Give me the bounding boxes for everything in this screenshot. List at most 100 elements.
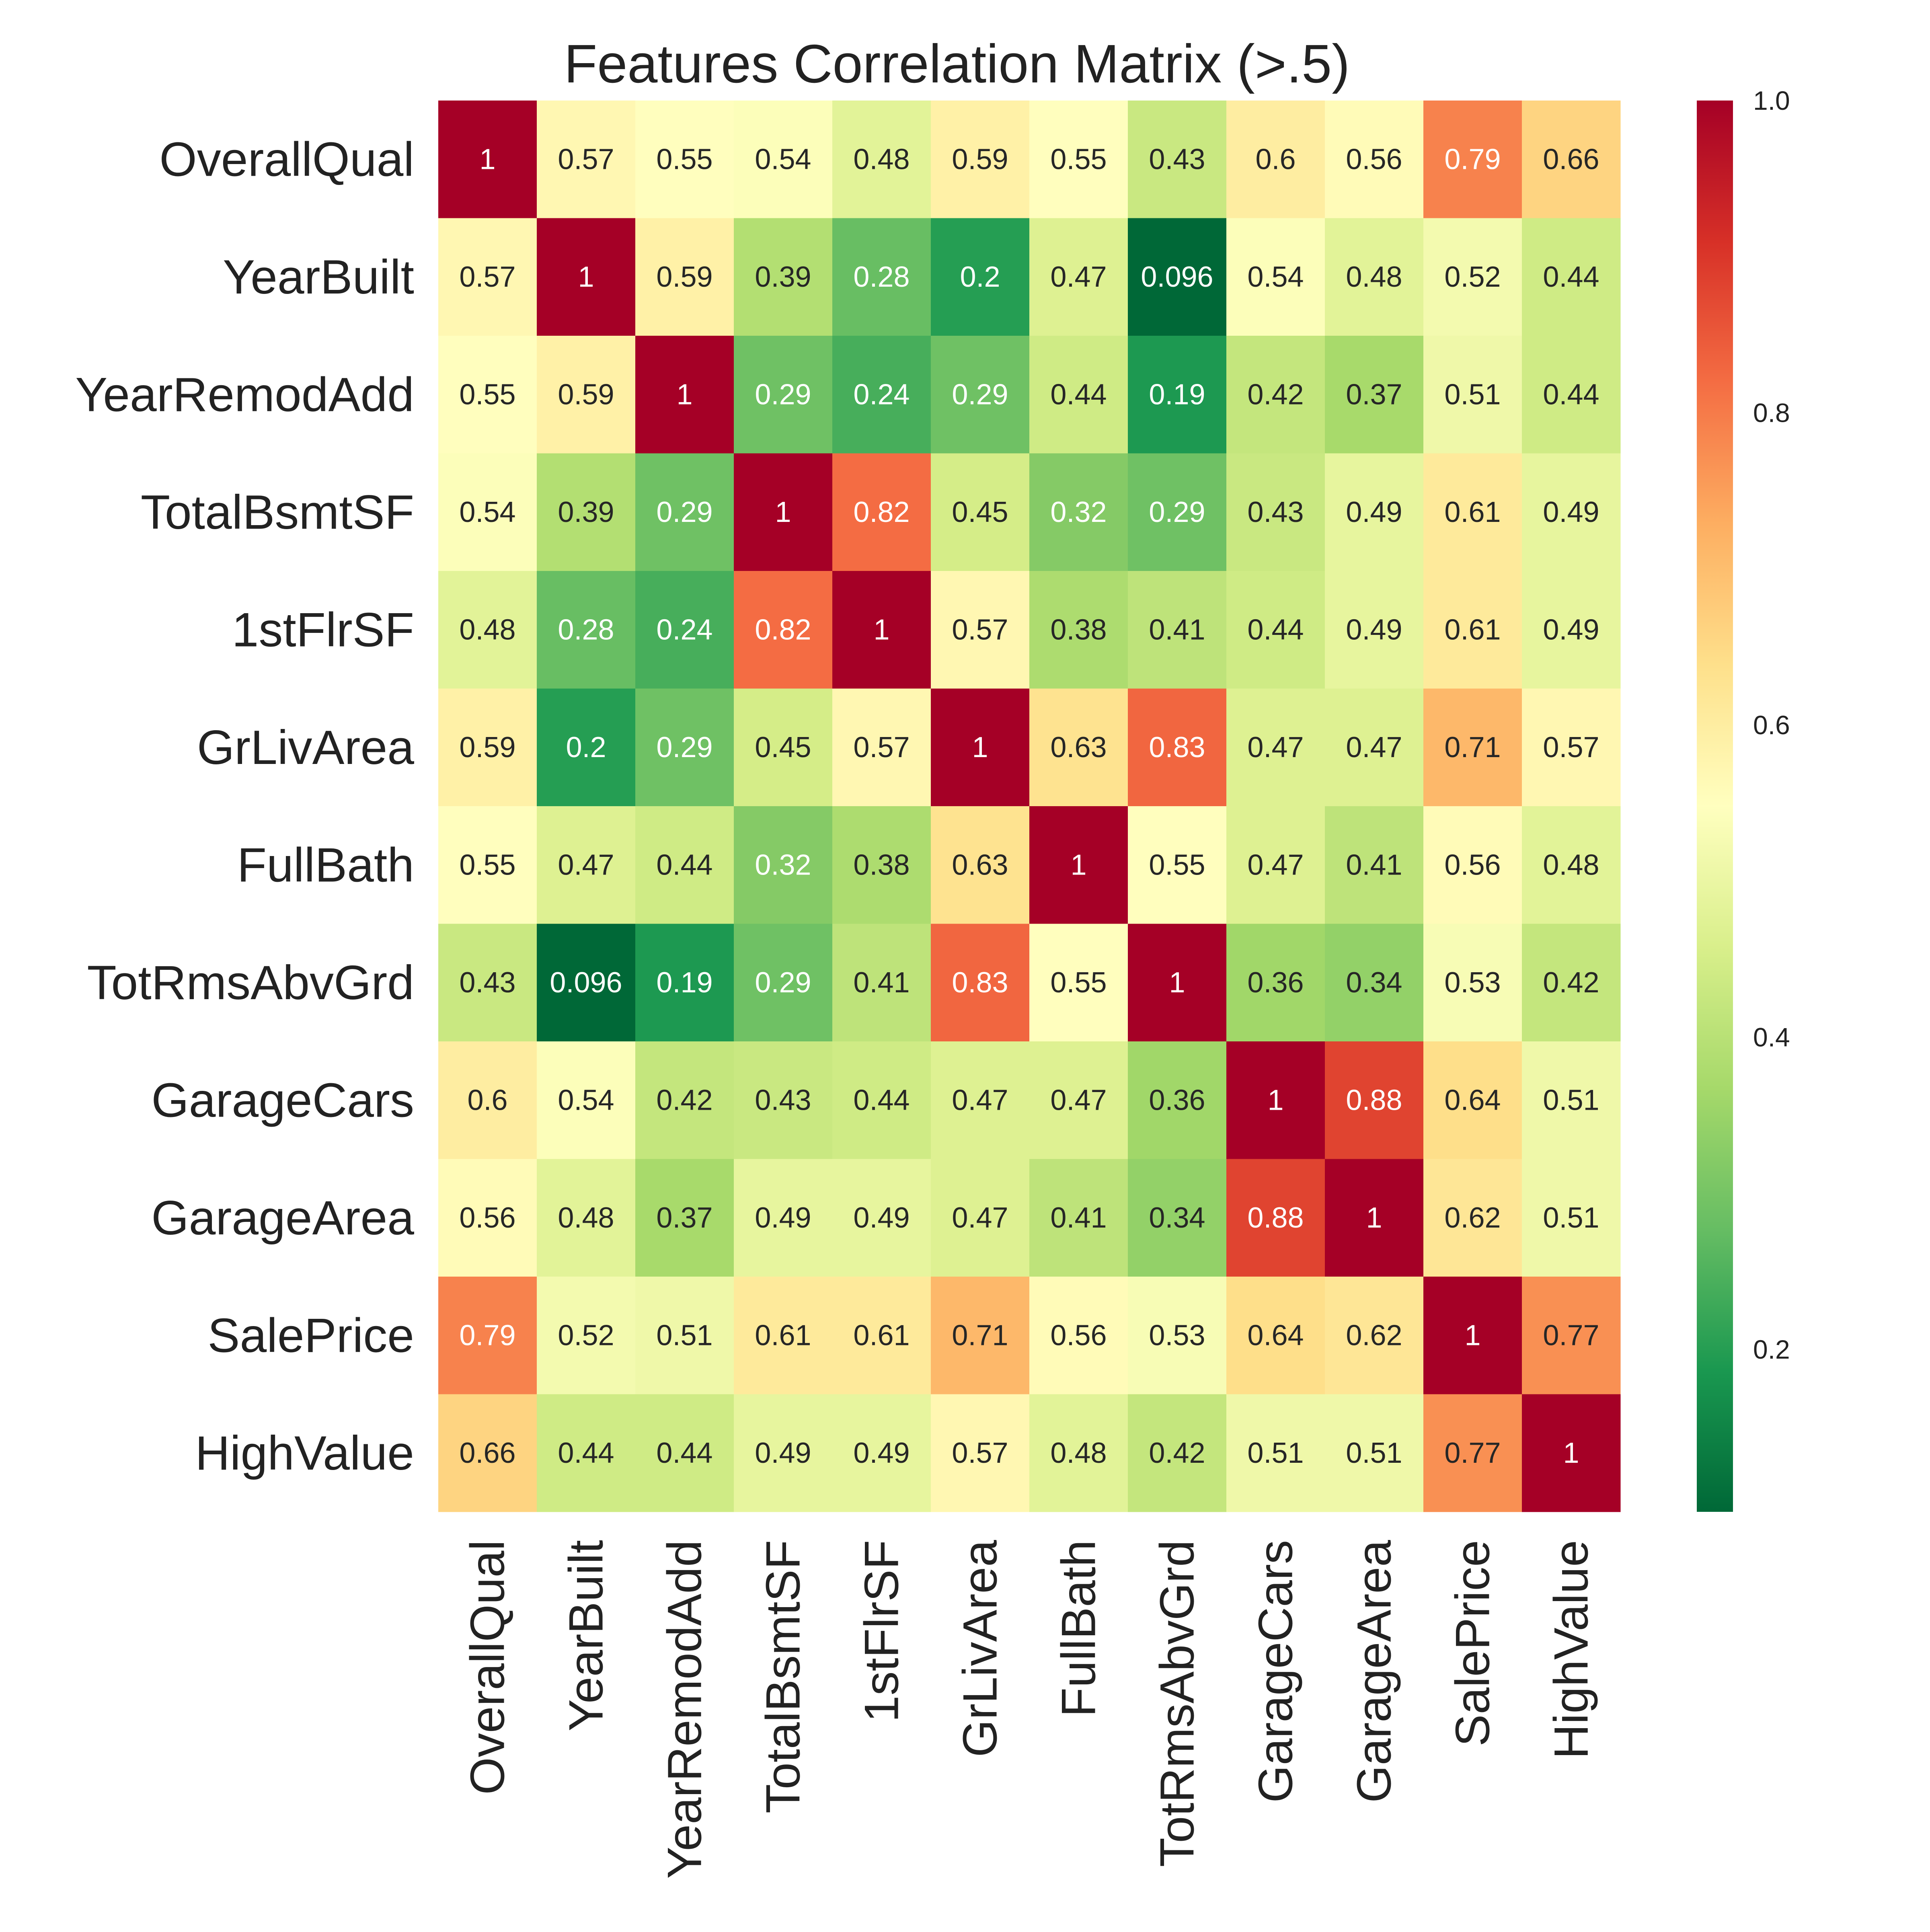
- heatmap-cell: [832, 453, 931, 571]
- heatmap-cell: [931, 806, 1030, 924]
- column-tick-label: OverallQual: [461, 1540, 515, 1795]
- heatmap-cell-value: 0.56: [1050, 1319, 1107, 1351]
- heatmap-cell-value: 0.49: [755, 1202, 811, 1234]
- heatmap-cell: [1226, 218, 1325, 336]
- heatmap-cell: [1522, 453, 1621, 571]
- heatmap-cell: [1522, 806, 1621, 924]
- heatmap-cell-labels: 1 0.57 0.55 0.54 0.48 0.59 0.55 0.43 0.6 0.56 0.79…: [459, 143, 1599, 1469]
- heatmap-cell-value: 0.29: [1149, 496, 1205, 528]
- heatmap-cell-value: 0.47: [952, 1084, 1008, 1116]
- heatmap-cell-value: 0.36: [1149, 1084, 1205, 1116]
- heatmap-cell: [1128, 1394, 1227, 1512]
- heatmap-cell-value: 0.83: [1149, 731, 1205, 764]
- heatmap-cell-value: 0.79: [459, 1319, 515, 1351]
- heatmap-cell: [1325, 336, 1424, 454]
- heatmap-cell: [832, 688, 931, 807]
- row-tick-label: SalePrice: [207, 1308, 414, 1362]
- heatmap-cell: [438, 571, 537, 689]
- heatmap-cell: [1029, 688, 1128, 807]
- heatmap-cell-value: 1: [578, 261, 594, 293]
- heatmap-cell-value: 0.51: [1346, 1437, 1402, 1469]
- heatmap-cell: [635, 1041, 734, 1159]
- heatmap-cell-value: 0.66: [1543, 143, 1599, 175]
- heatmap-cell: [635, 688, 734, 807]
- heatmap-cell: [1423, 1394, 1522, 1512]
- heatmap-cell-value: 0.51: [1444, 378, 1501, 411]
- heatmap-cell: [734, 453, 833, 571]
- heatmap-cell: [1128, 571, 1227, 689]
- column-tick-label: HighValue: [1544, 1540, 1598, 1759]
- heatmap-cell-value: 0.43: [459, 967, 515, 999]
- heatmap-cell: [931, 1394, 1030, 1512]
- colorbar-gradient: [1697, 101, 1733, 1512]
- column-tick-label: SalePrice: [1446, 1540, 1500, 1747]
- heatmap-cell: [537, 571, 636, 689]
- heatmap-cell: [537, 1394, 636, 1512]
- heatmap-cell-value: 0.71: [952, 1319, 1008, 1351]
- heatmap-cell-value: 0.28: [853, 261, 910, 293]
- heatmap-cell-value: 0.41: [1050, 1202, 1107, 1234]
- row-tick-label: HighValue: [195, 1426, 414, 1480]
- heatmap-cell: [1325, 1394, 1424, 1512]
- heatmap-cell-value: 0.2: [566, 731, 606, 764]
- heatmap-cell-value: 1: [1169, 967, 1185, 999]
- heatmap-cell-value: 0.45: [755, 731, 811, 764]
- heatmap-cell: [734, 336, 833, 454]
- heatmap-cell: [1423, 1159, 1522, 1277]
- heatmap-cell-value: 0.48: [1346, 261, 1402, 293]
- heatmap-cell: [1522, 336, 1621, 454]
- heatmap-cell-value: 0.47: [1247, 731, 1304, 764]
- heatmap-cell: [635, 571, 734, 689]
- heatmap-cell: [1226, 688, 1325, 807]
- heatmap-cell: [931, 1159, 1030, 1277]
- heatmap-cell-value: 0.47: [1050, 1084, 1107, 1116]
- heatmap-cell-value: 0.43: [1247, 496, 1304, 528]
- heatmap-cell-value: 0.54: [459, 496, 515, 528]
- heatmap-cell-value: 0.44: [558, 1437, 614, 1469]
- heatmap-cell: [832, 806, 931, 924]
- heatmap-cell-value: 1: [1464, 1319, 1480, 1351]
- heatmap-cell: [438, 1277, 537, 1394]
- heatmap-cell: [931, 218, 1030, 336]
- heatmap-cell: [635, 453, 734, 571]
- heatmap-cell-value: 0.44: [853, 1084, 910, 1116]
- heatmap-cell: [931, 336, 1030, 454]
- heatmap-cell: [438, 1394, 537, 1512]
- heatmap-cell-value: 0.45: [952, 496, 1008, 528]
- heatmap-cell-value: 0.41: [1346, 849, 1402, 881]
- heatmap-cell-value: 0.55: [459, 849, 515, 881]
- heatmap-cell: [438, 1041, 537, 1159]
- heatmap-cell: [1325, 688, 1424, 807]
- heatmap-cell: [1029, 1394, 1128, 1512]
- row-tick-label: GarageCars: [151, 1073, 414, 1127]
- heatmap-cell-value: 0.88: [1346, 1084, 1402, 1116]
- heatmap-cell-value: 0.61: [1444, 614, 1501, 646]
- heatmap-cell: [537, 1041, 636, 1159]
- heatmap-cell-value: 0.57: [459, 261, 515, 293]
- heatmap-cell: [1128, 924, 1227, 1042]
- heatmap-cell-value: 0.48: [1050, 1437, 1107, 1469]
- row-tick-label: 1stFlrSF: [232, 603, 414, 657]
- heatmap-cell: [734, 1394, 833, 1512]
- heatmap-cell-value: 0.59: [459, 731, 515, 764]
- heatmap-cell: [1522, 924, 1621, 1042]
- heatmap-cell: [1029, 453, 1128, 571]
- heatmap-cell: [832, 1159, 931, 1277]
- heatmap-cell-value: 0.44: [656, 1437, 712, 1469]
- heatmap-cell-value: 0.61: [1444, 496, 1501, 528]
- heatmap-cell-value: 0.41: [853, 967, 910, 999]
- heatmap-cell: [734, 101, 833, 218]
- heatmap-cell-value: 0.82: [755, 614, 811, 646]
- heatmap-cell: [832, 1041, 931, 1159]
- heatmap-cell: [931, 1041, 1030, 1159]
- heatmap-cell-value: 0.55: [1050, 143, 1107, 175]
- heatmap-cell-value: 0.66: [459, 1437, 515, 1469]
- heatmap-cell-value: 0.57: [952, 1437, 1008, 1469]
- heatmap-cell: [1522, 688, 1621, 807]
- heatmap-cell: [1128, 688, 1227, 807]
- heatmap-cell: [1226, 1159, 1325, 1277]
- row-labels: OverallQual YearBuilt YearRemodAdd TotalBsm…: [75, 132, 414, 1480]
- heatmap-cell: [1226, 453, 1325, 571]
- heatmap-cell-value: 0.77: [1444, 1437, 1501, 1469]
